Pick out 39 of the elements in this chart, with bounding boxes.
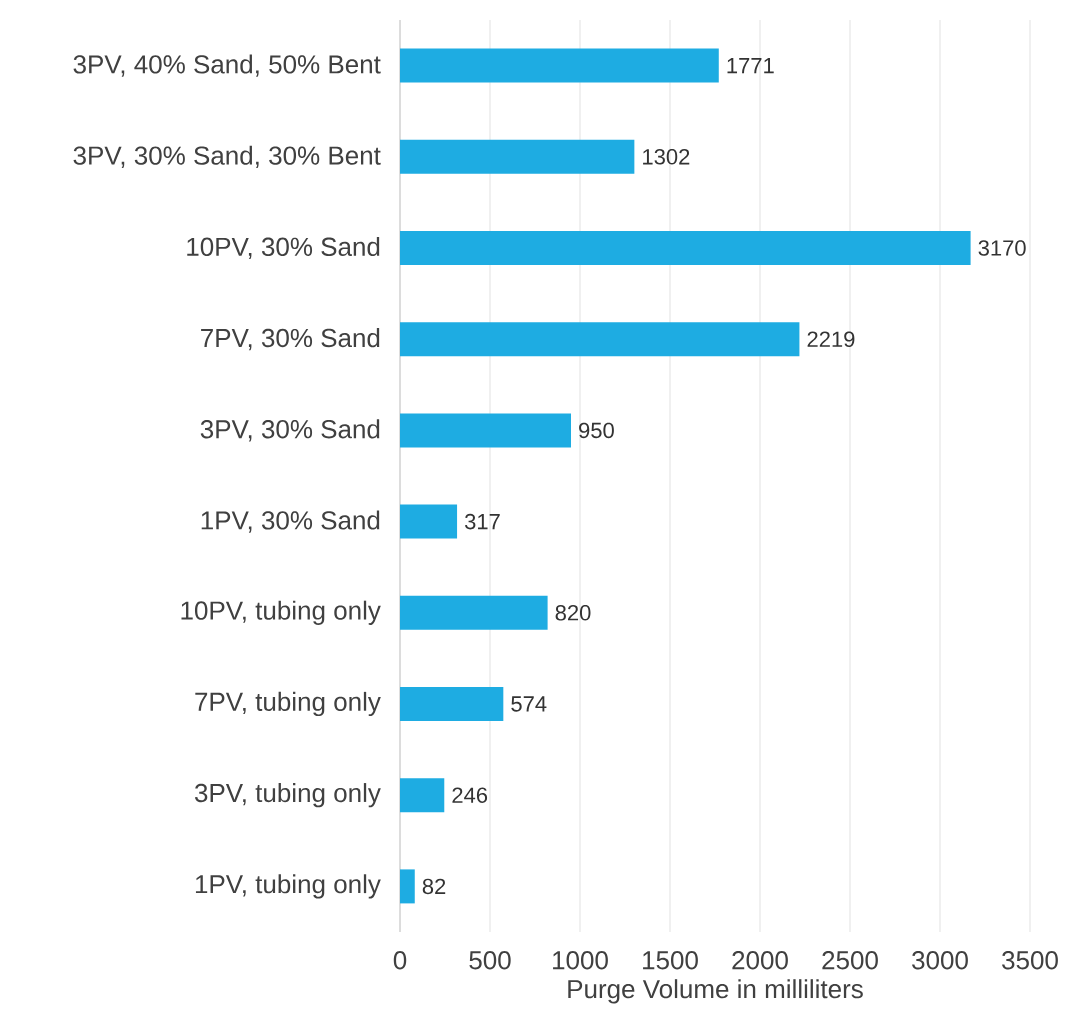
data-label: 1302 (643, 149, 690, 165)
data-label: 246 (452, 787, 488, 803)
data-label: 820 (555, 605, 591, 621)
y-tick-label: 3PV, tubing only (194, 783, 381, 808)
data-label: 2219 (807, 331, 855, 347)
y-tick-label: 7PV, 30% Sand (201, 328, 380, 351)
x-axis-title: Purge Volume in milliliters (568, 979, 863, 1004)
bar (400, 322, 800, 357)
bar (400, 413, 571, 448)
bar (400, 504, 458, 539)
x-tick-label: 1000 (553, 951, 608, 970)
bar (400, 595, 548, 630)
y-tick-label: 1PV, tubing only (195, 874, 381, 899)
x-tick-label: 2000 (732, 951, 788, 970)
x-tick-label: 3000 (912, 951, 968, 970)
y-tick-label: 1PV, 30% Sand (201, 510, 380, 533)
x-tick-label: 500 (469, 951, 511, 970)
bar (400, 869, 415, 904)
y-tick-label: 3PV, 40% Sand, 50% Bent (73, 54, 381, 77)
x-tick-label: 3500 (1002, 951, 1058, 970)
data-label: 574 (511, 696, 547, 712)
bar (400, 687, 504, 721)
bar (400, 231, 971, 265)
data-label: 950 (579, 422, 614, 439)
x-tick-label: 0 (393, 951, 407, 970)
y-tick-label: 10PV, 30% Sand (187, 236, 380, 260)
bar (400, 48, 719, 83)
x-tick-label: 2500 (822, 951, 878, 970)
x-tick-label: 1500 (643, 951, 698, 970)
data-label: 3170 (978, 240, 1026, 256)
data-label: 1771 (727, 58, 774, 74)
bar (400, 139, 635, 174)
y-tick-label: 3PV, 30% Sand, 30% Bent (73, 145, 381, 168)
bar (400, 778, 445, 813)
data-label: 317 (464, 513, 500, 530)
data-label: 82 (422, 878, 446, 895)
y-tick-label: 7PV, tubing only (195, 691, 381, 717)
y-tick-label: 3PV, 30% Sand (200, 419, 380, 442)
y-tick-label: 10PV, tubing only (181, 600, 381, 625)
